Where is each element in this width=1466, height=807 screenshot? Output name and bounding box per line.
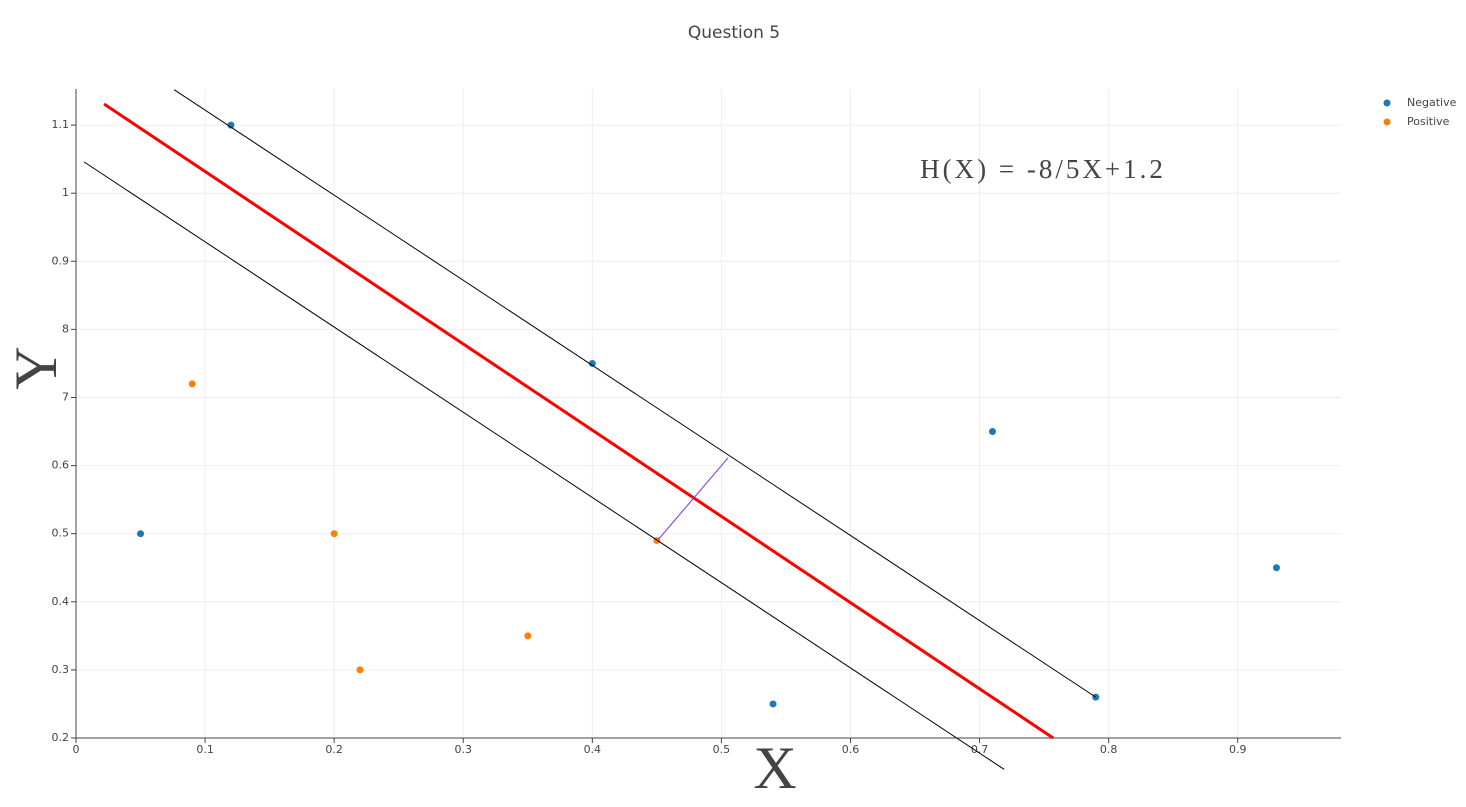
line [103,102,1054,740]
x-tick-label: 0.5 [713,743,731,756]
y-tick-label: 1.1 [52,118,70,131]
x-axis-title: X [753,735,796,801]
legend-marker [1383,118,1391,126]
y-tick-label: 0.3 [52,663,70,676]
legend-label: Negative [1407,96,1457,109]
x-tick-label: 0.3 [454,743,472,756]
point [188,380,196,388]
line [173,89,1097,698]
point [769,700,777,708]
x-tick-label: 0.2 [325,743,343,756]
legend-label: Positive [1407,115,1450,128]
annotation: H(X) = -8/5X+1.2 [920,154,1166,184]
point [1272,564,1280,572]
y-axis-title: Y [3,346,69,389]
point [137,530,145,538]
point [988,428,996,436]
point [227,121,235,129]
x-tick-label: 0.1 [196,743,214,756]
x-tick-label: 0 [73,743,80,756]
chart-title: Question 5 [688,23,780,43]
y-tick-label: 0.2 [52,731,70,744]
y-tick-label: 1 [62,186,69,199]
y-tick-label: 8 [62,322,69,335]
point [524,632,532,640]
y-tick-label: 0.4 [52,595,70,608]
line [656,457,729,542]
point [588,359,596,367]
x-tick-label: 0.6 [842,743,860,756]
y-tick-label: 7 [62,390,69,403]
plot-area [83,89,1280,770]
y-tick-label: 0.5 [52,527,70,540]
y-tick-label: 0.9 [52,254,70,267]
x-tick-label: 0.4 [584,743,602,756]
y-tick-label: 0.6 [52,459,70,472]
point [330,530,338,538]
legend-marker [1383,99,1391,107]
point [356,666,364,674]
x-tick-label: 0.8 [1100,743,1118,756]
x-tick-label: 0.7 [971,743,989,756]
line [83,161,1005,770]
x-tick-label: 0.9 [1229,743,1247,756]
